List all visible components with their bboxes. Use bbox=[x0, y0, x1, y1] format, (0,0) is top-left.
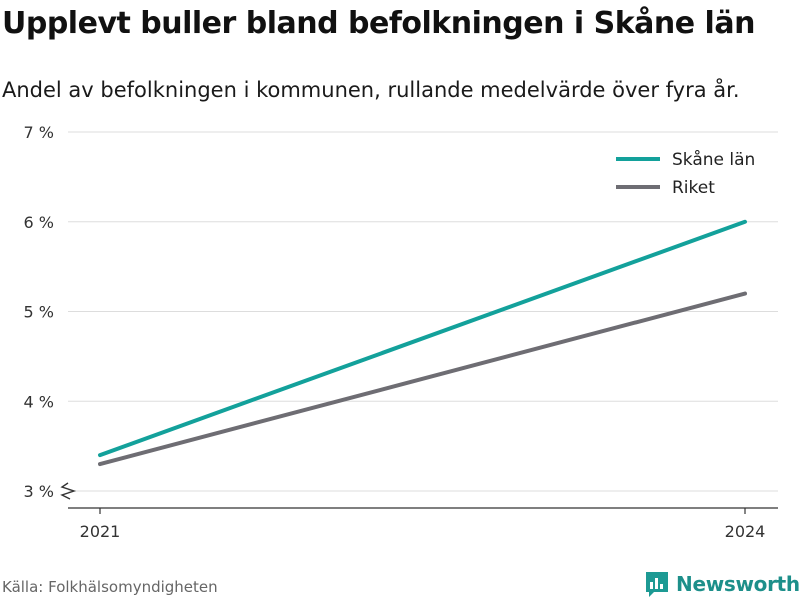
series-line-skane-lan bbox=[98, 219, 747, 458]
legend-label: Riket bbox=[672, 178, 715, 198]
brand-logo[interactable]: Newsworthy bbox=[644, 570, 800, 598]
source-note: Källa: Folkhälsomyndigheten bbox=[2, 578, 218, 596]
y-tick-label: 4 % bbox=[24, 392, 54, 411]
axis-break-icon bbox=[60, 482, 77, 500]
legend-label: Skåne län bbox=[672, 149, 755, 170]
y-tick-label: 6 % bbox=[24, 213, 54, 232]
series-line-riket bbox=[98, 291, 747, 467]
y-tick-label: 3 % bbox=[24, 482, 54, 501]
chart-title: Upplevt buller bland befolkningen i Skån… bbox=[2, 6, 755, 41]
bar-chart-logo-icon bbox=[646, 572, 668, 597]
chart-subtitle: Andel av befolkningen i kommunen, rullan… bbox=[2, 78, 740, 102]
x-tick-label: 2021 bbox=[80, 522, 121, 541]
brand-name: Newsworthy bbox=[676, 572, 800, 596]
x-tick-label: 2024 bbox=[725, 522, 766, 541]
y-tick-label: 7 % bbox=[24, 123, 54, 142]
y-tick-label: 5 % bbox=[24, 303, 54, 322]
